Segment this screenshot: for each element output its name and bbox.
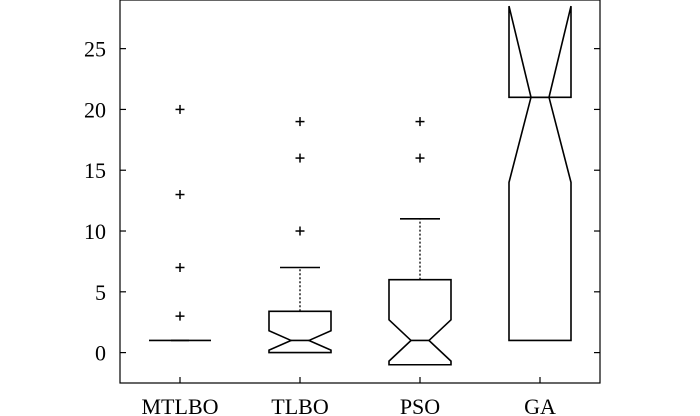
x-tick-label: PSO: [400, 394, 440, 416]
x-tick-label: GA: [524, 394, 556, 416]
outlier-point: [175, 104, 185, 114]
outlier-point: [415, 117, 425, 127]
y-tick-label: 5: [95, 280, 106, 305]
y-tick-label: 25: [84, 37, 106, 62]
x-tick-label: MTLBO: [142, 394, 219, 416]
box-tlbo: [268, 117, 332, 354]
plot-frame: [119, 0, 601, 384]
box-mtlbo: [149, 104, 211, 342]
y-tick-label: 10: [84, 219, 106, 244]
box-pso: [388, 117, 452, 366]
outlier-point: [175, 311, 185, 321]
outlier-point: [295, 153, 305, 163]
box-outline: [508, 5, 572, 342]
box-marks: [149, 5, 572, 366]
y-tick-label: 15: [84, 158, 106, 183]
outlier-point: [295, 117, 305, 127]
box-ga: [508, 5, 572, 342]
box-outline: [268, 310, 332, 354]
outlier-point: [175, 262, 185, 272]
y-tick-label: 20: [84, 97, 106, 122]
outlier-point: [175, 190, 185, 200]
y-tick-label: 0: [95, 341, 106, 366]
y-axis: 0 5 10 15 20 25: [84, 37, 600, 366]
x-tick-label: TLBO: [271, 394, 328, 416]
outlier-point: [415, 153, 425, 163]
outlier-point: [295, 226, 305, 236]
x-axis: MTLBO TLBO PSO GA: [142, 377, 556, 416]
box-outline: [388, 278, 452, 366]
